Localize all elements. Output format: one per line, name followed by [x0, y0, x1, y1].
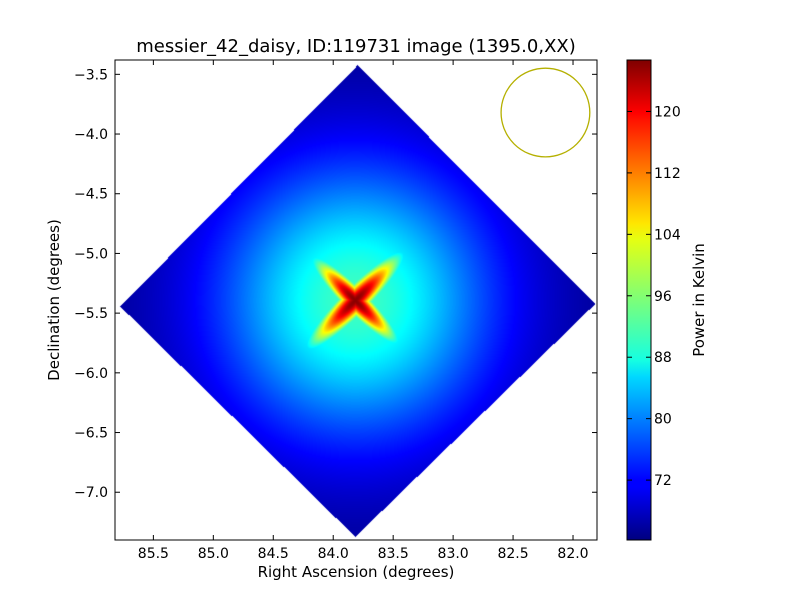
colorbar-tick-label: 80: [654, 412, 672, 428]
x-tick-label: 84.0: [318, 546, 349, 562]
plot-area: [115, 60, 597, 540]
x-tick-label: 83.5: [378, 546, 409, 562]
y-tick-label: −4.0: [74, 127, 108, 143]
x-tick-label: 85.5: [138, 546, 169, 562]
colorbar-tick-label: 96: [654, 289, 672, 305]
colorbar-tick-label: 72: [654, 473, 672, 489]
heatmap-image: [115, 60, 597, 540]
beam-circle: [500, 67, 591, 158]
x-tick-label: 82.5: [497, 546, 528, 562]
x-axis: 85.5 85.0 84.5 84.0 83.5 83.0 82.5 82.0: [138, 60, 589, 562]
y-tick-label: −3.5: [74, 67, 108, 83]
x-tick-label: 82.0: [557, 546, 588, 562]
y-axis-label: Declination (degrees): [45, 219, 63, 381]
colorbar-tick-label: 120: [654, 104, 681, 120]
colorbar: 72 80 88 96 104 112 120 Power in Kelvin: [626, 59, 708, 541]
x-tick-label: 85.0: [198, 546, 229, 562]
y-tick-label: −5.5: [74, 306, 108, 322]
y-tick-label: −4.5: [74, 187, 108, 203]
y-tick-label: −5.0: [74, 246, 108, 262]
x-axis-label: Right Ascension (degrees): [258, 563, 455, 581]
x-tick-label: 83.0: [438, 546, 469, 562]
colorbar-tick-label: 104: [654, 227, 681, 243]
colorbar-tick-label: 88: [654, 350, 672, 366]
y-tick-label: −6.5: [74, 426, 108, 442]
y-tick-label: −7.0: [74, 485, 108, 501]
y-axis: −3.5 −4.0 −4.5 −5.0 −5.5 −6.0 −6.5 −7.0: [74, 67, 597, 501]
colorbar-ticks: 72 80 88 96 104 112 120: [627, 104, 681, 489]
colorbar-tick-label: 112: [654, 166, 681, 182]
chart-title: messier_42_daisy, ID:119731 image (1395.…: [136, 36, 576, 57]
colorbar-gradient: [626, 59, 652, 541]
y-tick-label: −6.0: [74, 366, 108, 382]
x-tick-label: 84.5: [258, 546, 289, 562]
axes-frame: [114, 59, 598, 541]
colorbar-label: Power in Kelvin: [690, 243, 708, 357]
